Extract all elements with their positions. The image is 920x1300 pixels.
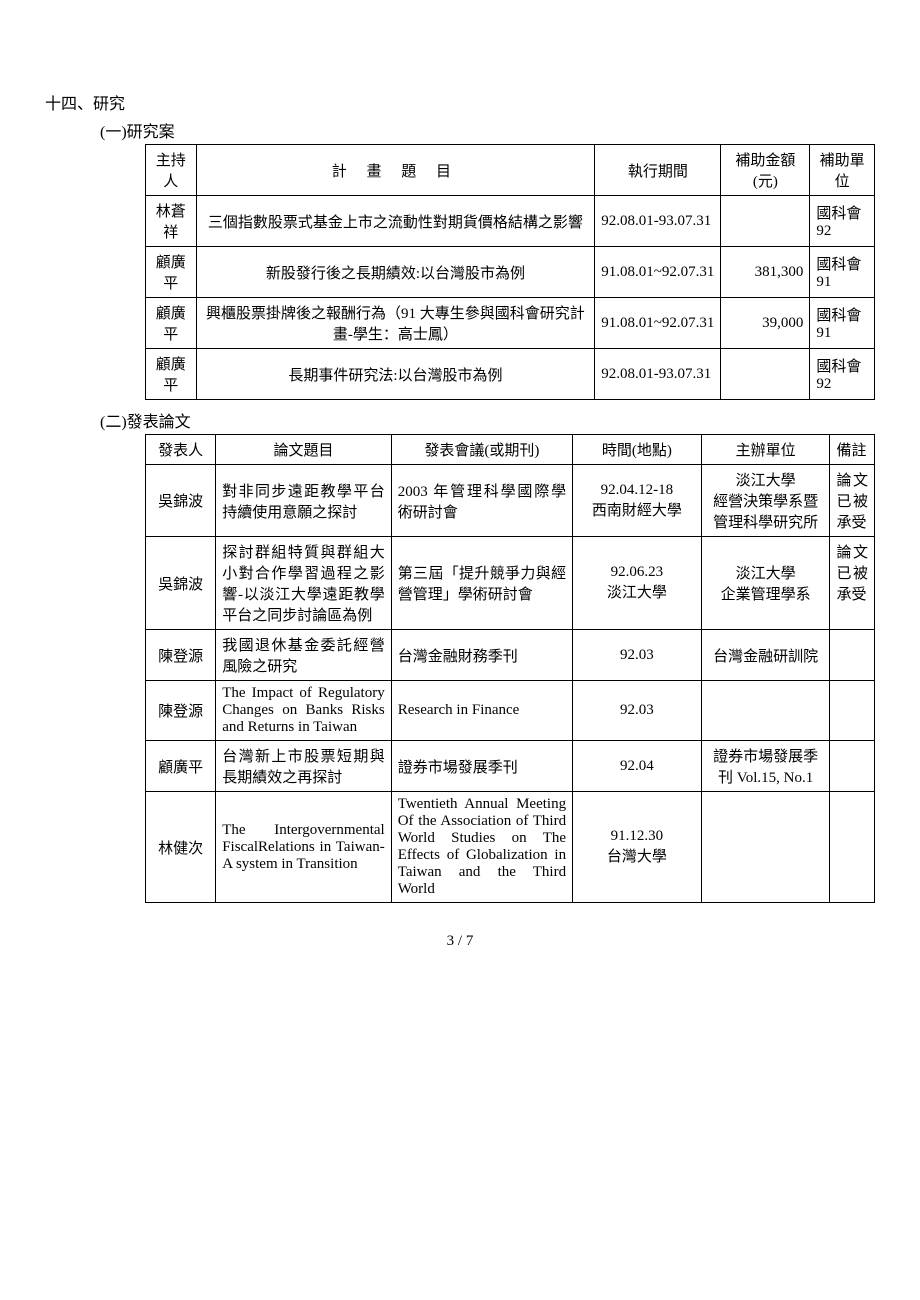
header-conference: 發表會議(或期刊): [391, 435, 572, 465]
cell-author: 吳錦波: [146, 537, 216, 630]
table-row: 顧廣平長期事件研究法:以台灣股市為例92.08.01-93.07.31 國科會 9…: [146, 349, 875, 400]
header-plan-title: 計 畫 題 目: [196, 145, 595, 196]
cell-remark: 論文已被承受: [830, 465, 875, 537]
cell-title: 興櫃股票掛牌後之報酬行為（91 大專生參與國科會研究計畫-學生：高士鳳）: [196, 298, 595, 349]
cell-paper-title: 我國退休基金委託經營風險之研究: [216, 630, 392, 681]
cell-paper-title: 台灣新上市股票短期與長期績效之再探討: [216, 741, 392, 792]
cell-organizer: [701, 792, 830, 903]
header-organizer: 主辦單位: [701, 435, 830, 465]
cell-time-place: 92.03: [573, 630, 702, 681]
header-remark: 備註: [830, 435, 875, 465]
cell-author: 陳登源: [146, 681, 216, 741]
header-author: 發表人: [146, 435, 216, 465]
cell-agency: 國科會 92: [810, 196, 875, 247]
cell-organizer: 淡江大學 經營決策學系暨管理科學研究所: [701, 465, 830, 537]
cell-period: 92.08.01-93.07.31: [595, 349, 721, 400]
cell-organizer: [701, 681, 830, 741]
cell-remark: 論文已被承受: [830, 537, 875, 630]
cell-organizer: 證券市場發展季刊 Vol.15, No.1: [701, 741, 830, 792]
cell-period: 92.08.01-93.07.31: [595, 196, 721, 247]
header-host: 主持人: [146, 145, 197, 196]
cell-conference: Research in Finance: [391, 681, 572, 741]
cell-time-place: 92.03: [573, 681, 702, 741]
cell-time-place: 92.04: [573, 741, 702, 792]
cell-author: 陳登源: [146, 630, 216, 681]
cell-remark: [830, 681, 875, 741]
cell-amount: [721, 349, 810, 400]
cell-time-place: 91.12.30 台灣大學: [573, 792, 702, 903]
publications-table: 發表人 論文題目 發表會議(或期刊) 時間(地點) 主辦單位 備註 吳錦波對非同…: [145, 434, 875, 903]
cell-paper-title: 探討群組特質與群組大小對合作學習過程之影響-以淡江大學遠距教學平台之同步討論區為…: [216, 537, 392, 630]
table-row: 吳錦波探討群組特質與群組大小對合作學習過程之影響-以淡江大學遠距教學平台之同步討…: [146, 537, 875, 630]
header-time-place: 時間(地點): [573, 435, 702, 465]
cell-paper-title: The Impact of Regulatory Changes on Bank…: [216, 681, 392, 741]
cell-host: 林蒼祥: [146, 196, 197, 247]
header-agency: 補助單位: [810, 145, 875, 196]
cell-host: 顧廣平: [146, 247, 197, 298]
cell-organizer: 淡江大學 企業管理學系: [701, 537, 830, 630]
cell-host: 顧廣平: [146, 298, 197, 349]
subsection-2-heading: (二)發表論文: [100, 408, 875, 432]
cell-remark: [830, 630, 875, 681]
table-header-row: 主持人 計 畫 題 目 執行期間 補助金額(元) 補助單位: [146, 145, 875, 196]
table-row: 陳登源我國退休基金委託經營風險之研究台灣金融財務季刊92.03台灣金融研訓院: [146, 630, 875, 681]
table-row: 陳登源The Impact of Regulatory Changes on B…: [146, 681, 875, 741]
table-row: 林蒼祥三個指數股票式基金上市之流動性對期貨價格結構之影響92.08.01-93.…: [146, 196, 875, 247]
cell-title: 長期事件研究法:以台灣股市為例: [196, 349, 595, 400]
cell-amount: 381,300: [721, 247, 810, 298]
cell-remark: [830, 741, 875, 792]
cell-time-place: 92.04.12-18 西南財經大學: [573, 465, 702, 537]
page-number: 3 / 7: [45, 933, 875, 950]
cell-author: 顧廣平: [146, 741, 216, 792]
subsection-1-heading: (一)研究案: [100, 118, 875, 142]
cell-title: 新股發行後之長期績效:以台灣股市為例: [196, 247, 595, 298]
cell-agency: 國科會 92: [810, 349, 875, 400]
research-projects-table: 主持人 計 畫 題 目 執行期間 補助金額(元) 補助單位 林蒼祥三個指數股票式…: [145, 144, 875, 400]
cell-conference: 第三屆「提升競爭力與經營管理」學術研討會: [391, 537, 572, 630]
cell-title: 三個指數股票式基金上市之流動性對期貨價格結構之影響: [196, 196, 595, 247]
cell-host: 顧廣平: [146, 349, 197, 400]
cell-organizer: 台灣金融研訓院: [701, 630, 830, 681]
cell-conference: 台灣金融財務季刊: [391, 630, 572, 681]
section-heading: 十四、研究: [45, 90, 875, 114]
header-amount: 補助金額(元): [721, 145, 810, 196]
cell-period: 91.08.01~92.07.31: [595, 247, 721, 298]
cell-author: 吳錦波: [146, 465, 216, 537]
cell-conference: 2003 年管理科學國際學術研討會: [391, 465, 572, 537]
cell-agency: 國科會 91: [810, 298, 875, 349]
table-row: 顧廣平台灣新上市股票短期與長期績效之再探討證券市場發展季刊92.04證券市場發展…: [146, 741, 875, 792]
cell-period: 91.08.01~92.07.31: [595, 298, 721, 349]
cell-paper-title: The Intergovernmental FiscalRelations in…: [216, 792, 392, 903]
table-row: 吳錦波對非同步遠距教學平台持續使用意願之探討2003 年管理科學國際學術研討會9…: [146, 465, 875, 537]
cell-agency: 國科會 91: [810, 247, 875, 298]
table-row: 林健次The Intergovernmental FiscalRelations…: [146, 792, 875, 903]
cell-author: 林健次: [146, 792, 216, 903]
cell-paper-title: 對非同步遠距教學平台持續使用意願之探討: [216, 465, 392, 537]
table-header-row: 發表人 論文題目 發表會議(或期刊) 時間(地點) 主辦單位 備註: [146, 435, 875, 465]
table-row: 顧廣平興櫃股票掛牌後之報酬行為（91 大專生參與國科會研究計畫-學生：高士鳳）9…: [146, 298, 875, 349]
table-row: 顧廣平新股發行後之長期績效:以台灣股市為例91.08.01~92.07.3138…: [146, 247, 875, 298]
cell-conference: 證券市場發展季刊: [391, 741, 572, 792]
header-period: 執行期間: [595, 145, 721, 196]
header-paper-title: 論文題目: [216, 435, 392, 465]
cell-amount: [721, 196, 810, 247]
cell-time-place: 92.06.23 淡江大學: [573, 537, 702, 630]
cell-amount: 39,000: [721, 298, 810, 349]
cell-remark: [830, 792, 875, 903]
cell-conference: Twentieth Annual Meeting Of the Associat…: [391, 792, 572, 903]
